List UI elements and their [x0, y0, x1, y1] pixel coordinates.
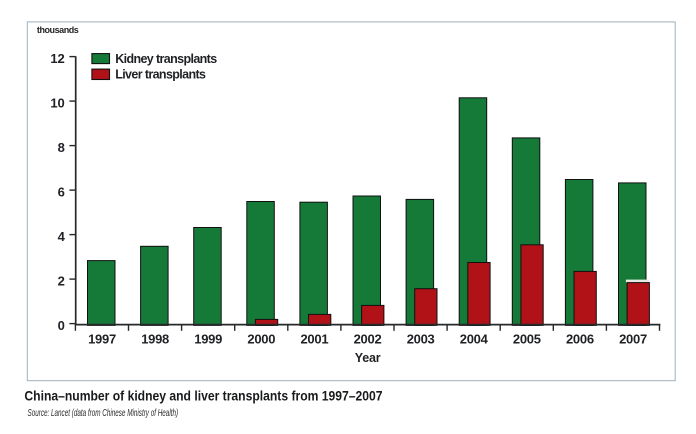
svg-text:China–number of kidney and liv: China–number of kidney and liver transpl…	[24, 388, 382, 404]
svg-text:2007: 2007	[619, 331, 647, 346]
svg-text:Year: Year	[355, 351, 381, 365]
svg-text:Kidney transplants: Kidney transplants	[115, 52, 217, 66]
svg-text:2005: 2005	[513, 331, 541, 346]
svg-text:1998: 1998	[141, 331, 169, 346]
svg-text:2006: 2006	[566, 331, 594, 346]
svg-text:2004: 2004	[460, 331, 489, 346]
svg-text:2: 2	[58, 274, 65, 289]
svg-text:12: 12	[50, 51, 64, 66]
svg-text:8: 8	[58, 140, 65, 155]
svg-text:2003: 2003	[407, 331, 435, 346]
svg-text:6: 6	[58, 185, 65, 200]
svg-text:1999: 1999	[194, 331, 222, 346]
svg-text:4: 4	[58, 229, 66, 244]
svg-text:2000: 2000	[247, 331, 275, 346]
svg-text:Liver transplants: Liver transplants	[115, 68, 206, 82]
svg-text:10: 10	[50, 96, 64, 111]
svg-text:0: 0	[58, 318, 65, 333]
svg-text:1997: 1997	[88, 331, 116, 346]
svg-text:thousands: thousands	[37, 25, 79, 35]
svg-text:2002: 2002	[354, 331, 382, 346]
svg-text:2001: 2001	[300, 331, 328, 346]
svg-text:Source: Lancet (data from Chin: Source: Lancet (data from Chinese Minist…	[28, 406, 179, 418]
